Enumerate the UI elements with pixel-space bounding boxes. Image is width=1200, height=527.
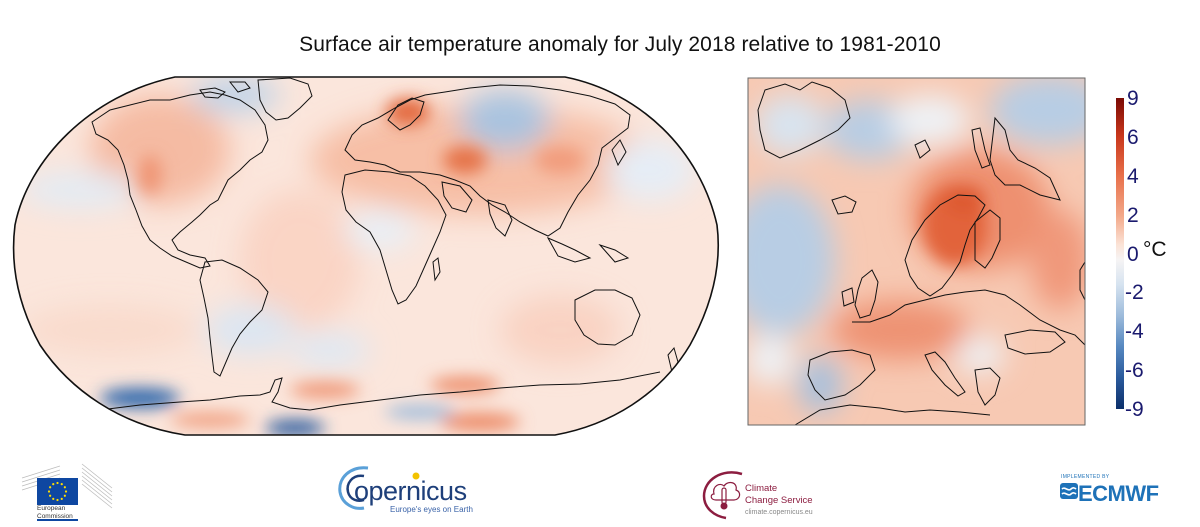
copernicus-wordmark: opernicus bbox=[354, 476, 467, 506]
europe-anomaly-field bbox=[748, 78, 1085, 413]
global-anomaly-field bbox=[20, 77, 695, 368]
eu-star bbox=[56, 498, 59, 502]
map-title: Surface air temperature anomaly for July… bbox=[299, 33, 941, 56]
global-coastlines bbox=[91, 77, 679, 411]
eu-star bbox=[60, 497, 63, 500]
european-commission-label: European Commission bbox=[37, 505, 73, 520]
europe-map bbox=[748, 78, 1085, 425]
eu-star bbox=[63, 486, 66, 489]
global-map-border bbox=[12, 76, 720, 436]
eu-star bbox=[52, 497, 55, 500]
c3s-url: climate.copernicus.eu bbox=[745, 509, 813, 516]
global-map bbox=[13, 77, 719, 435]
eu-star bbox=[49, 486, 52, 489]
c3s-label: Climate Change Service bbox=[745, 483, 813, 506]
colorbar-tick-label: -2 bbox=[1125, 281, 1144, 305]
eu-star bbox=[64, 490, 68, 493]
eu-star bbox=[60, 483, 63, 486]
europe-map-border bbox=[747, 77, 1086, 426]
colorbar-tick-label: 9 bbox=[1127, 87, 1139, 110]
colorbar-tick-label: -4 bbox=[1125, 320, 1144, 344]
colorbar-tick-label: -9 bbox=[1125, 398, 1144, 421]
ecmwf-symbol-icon bbox=[1060, 483, 1078, 499]
c3s-thermometer-icon bbox=[702, 471, 743, 520]
eu-star bbox=[47, 490, 51, 493]
colorbar-tick-label: 0 bbox=[1127, 242, 1139, 266]
eu-star bbox=[56, 481, 59, 485]
copernicus-arc-icon bbox=[338, 466, 369, 510]
colorbar bbox=[1116, 98, 1124, 409]
colorbar-tick-label: 2 bbox=[1127, 203, 1139, 227]
colorbar-tick-label: 6 bbox=[1127, 125, 1139, 149]
europe-coastlines bbox=[757, 81, 1085, 425]
eu-star bbox=[63, 494, 66, 497]
ecmwf-implemented-by: IMPLEMENTED BY bbox=[1061, 474, 1110, 480]
colorbar-tick-label: 4 bbox=[1127, 164, 1139, 188]
copernicus-tagline: Europe's eyes on Earth bbox=[390, 505, 473, 514]
colorbar-unit-label: °C bbox=[1143, 238, 1167, 261]
eu-star bbox=[52, 483, 55, 486]
ecmwf-wordmark: ECMWF bbox=[1078, 481, 1159, 506]
eu-star bbox=[49, 494, 52, 497]
european-commission-logo bbox=[20, 458, 120, 524]
copernicus-sun-dot-icon bbox=[412, 472, 420, 480]
colorbar-tick-label: -6 bbox=[1125, 359, 1144, 383]
eu-stars-icon bbox=[47, 481, 68, 502]
